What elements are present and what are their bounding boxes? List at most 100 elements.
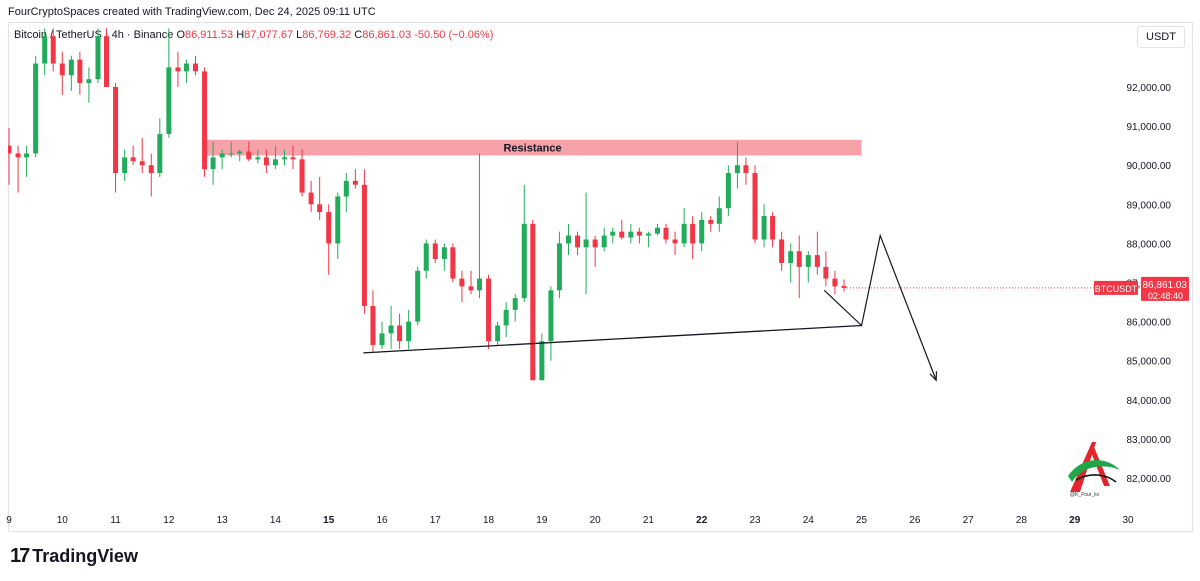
candle-body [495, 325, 501, 342]
candle-body [832, 278, 838, 287]
candle-body [183, 63, 189, 72]
price-tick-label: 85,000.00 [1127, 357, 1172, 368]
candle-body [734, 165, 740, 174]
projection-path [823, 233, 937, 381]
candle-body [42, 36, 48, 64]
open-label: O [176, 29, 186, 41]
time-tick-label: 25 [856, 515, 868, 526]
high-value: 87,077.67 [244, 29, 294, 41]
candle-body [281, 157, 287, 160]
candle-body [228, 153, 234, 155]
candle-body [326, 212, 332, 244]
candle-body [423, 243, 429, 271]
time-tick-label: 11 [110, 515, 121, 526]
watermark-text: @K_Four_kv [1070, 492, 1100, 498]
candle-body [486, 278, 492, 342]
candle-body [796, 251, 802, 267]
candle-body [272, 159, 278, 166]
candle-body [33, 63, 39, 154]
candle-body [370, 305, 376, 346]
candle-body [122, 157, 128, 174]
candle-body [450, 247, 456, 279]
time-tick-label: 16 [376, 515, 388, 526]
candle-body [725, 173, 731, 209]
candle-body [823, 266, 829, 279]
close-label: C [354, 29, 363, 41]
candle-body [210, 157, 216, 170]
price-tick-label: 82,000.00 [1127, 474, 1172, 485]
price-tag-bg [1141, 276, 1189, 301]
candle-body [237, 151, 243, 154]
candle-body [681, 223, 687, 244]
candle-body [761, 216, 767, 240]
close-value: 86,861.03 [362, 29, 412, 41]
low-value: 86,769.32 [302, 29, 352, 41]
candle-body [130, 157, 136, 162]
candle-body [77, 59, 83, 84]
candle-body [512, 298, 518, 310]
symbol-tag-bg [1094, 280, 1138, 295]
candle-body [610, 231, 616, 236]
price-tick-label: 86,000.00 [1127, 318, 1172, 329]
time-tick-label: 28 [1016, 515, 1028, 526]
candle-body [645, 233, 651, 236]
price-tag-value: 86,861.03 [1143, 280, 1188, 291]
currency-button[interactable]: USDT [1137, 26, 1185, 48]
time-tick-label: 24 [803, 515, 815, 526]
candle-body [752, 173, 758, 240]
time-tick-label: 17 [430, 515, 442, 526]
candle-body [556, 243, 562, 291]
symbol-tag-label: BTCUSDT [1095, 284, 1138, 294]
candle-body [521, 223, 527, 299]
candle-body [566, 235, 571, 244]
high-label: H [236, 29, 245, 41]
time-tick-label: 14 [270, 515, 282, 526]
candle-body [770, 216, 776, 240]
candle-body [548, 290, 554, 342]
candle-body [361, 184, 367, 306]
candle-body [841, 285, 847, 288]
candle-body [592, 239, 598, 248]
candle-body [743, 165, 749, 174]
candle-body [68, 59, 74, 76]
time-tick-label: 10 [57, 515, 69, 526]
candle-body [663, 227, 669, 240]
candle-body [113, 87, 119, 174]
candle-body [690, 223, 696, 244]
time-tick-label: 18 [483, 515, 495, 526]
time-tick-label: 13 [217, 515, 229, 526]
time-tick-label: 22 [696, 515, 708, 526]
candle-body [654, 227, 660, 234]
author-watermark-icon [1068, 442, 1120, 492]
candle-body [415, 270, 421, 322]
candle-body [299, 159, 305, 193]
candle-body [788, 251, 794, 263]
open-value: 86,911.53 [185, 29, 234, 41]
candle-body [814, 255, 820, 267]
price-tag-countdown: 02:48:40 [1148, 291, 1183, 301]
candle-body [139, 161, 145, 166]
candle-body [193, 63, 198, 72]
candle-body [246, 151, 252, 160]
candle-body [24, 153, 30, 158]
candle-body [503, 309, 509, 326]
tradingview-logo-word: TradingView [32, 545, 138, 566]
candle-body [672, 239, 678, 244]
price-tick-label: 90,000.00 [1127, 161, 1172, 172]
candle-body [441, 247, 447, 260]
candle-body [166, 67, 172, 134]
candle-body [86, 79, 92, 84]
candle-body [583, 239, 589, 248]
candle-body [619, 231, 625, 238]
tradingview-logo[interactable]: 17 TradingView [10, 545, 138, 567]
time-tick-label: 29 [1069, 515, 1081, 526]
candle-body [263, 157, 269, 166]
price-tick-label: 89,000.00 [1127, 200, 1172, 211]
candle-body [468, 286, 474, 291]
chart-caption: FourCryptoSpaces created with TradingVie… [8, 6, 376, 18]
change-value: -50.50 (−0.06%) [414, 29, 494, 41]
candle-body [539, 341, 545, 381]
candle-body [175, 67, 181, 72]
time-tick-label: 15 [323, 515, 335, 526]
